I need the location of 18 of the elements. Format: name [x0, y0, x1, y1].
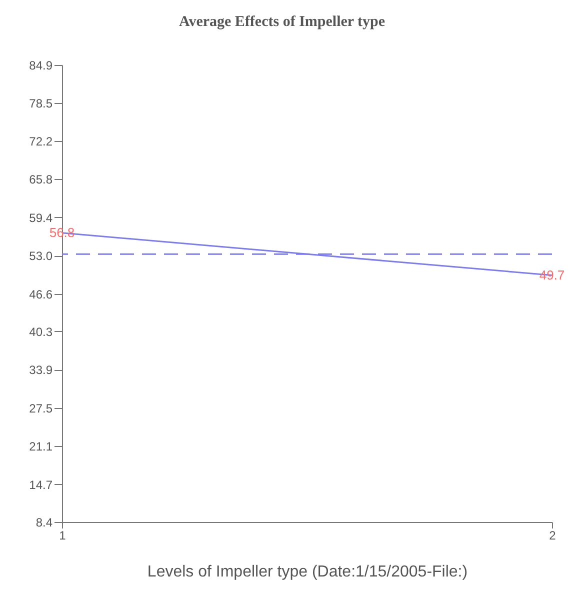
- y-tick-label: 78.5: [29, 96, 53, 111]
- x-axis-title: Levels of Impeller type (Date:1/15/2005-File:): [147, 564, 468, 580]
- y-tick-label: 59.4: [29, 210, 53, 225]
- chart-title: Average Effects of Impeller type: [178, 14, 386, 30]
- y-tick-label: 84.9: [29, 58, 53, 72]
- x-tick-label: 2: [549, 528, 556, 542]
- y-tick-label: 40.3: [29, 324, 53, 339]
- y-tick-label: 33.9: [29, 363, 53, 378]
- y-tick-label: 27.5: [29, 401, 53, 416]
- y-tick-label: 46.6: [29, 287, 53, 302]
- y-tick-label: 21.1: [29, 440, 53, 454]
- y-tick-label: 14.7: [29, 478, 53, 492]
- y-tick-label: 53.0: [29, 249, 53, 264]
- y-tick-label: 72.2: [29, 134, 53, 148]
- y-tick-label: 65.8: [29, 172, 53, 187]
- y-tick-label: 8.4: [36, 516, 53, 530]
- data-label: 49.7: [539, 267, 565, 282]
- x-tick-label: 1: [59, 528, 66, 542]
